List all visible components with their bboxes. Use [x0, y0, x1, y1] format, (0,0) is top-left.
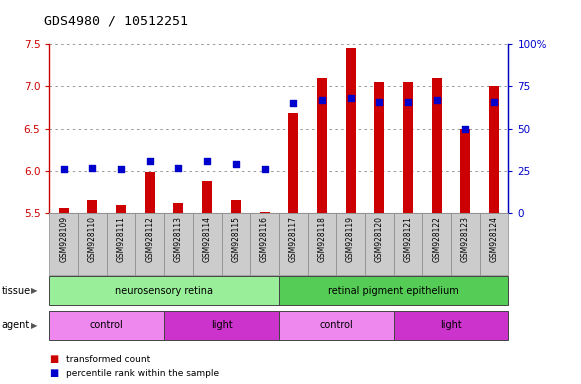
- Bar: [489, 86, 499, 213]
- Text: agent: agent: [2, 320, 30, 331]
- Text: GSM928110: GSM928110: [88, 216, 97, 262]
- Bar: [231, 200, 241, 213]
- Text: GSM928118: GSM928118: [317, 216, 327, 262]
- Bar: [174, 203, 184, 213]
- Bar: [336, 213, 365, 275]
- Text: neurosensory retina: neurosensory retina: [115, 286, 213, 296]
- Point: [461, 126, 470, 132]
- Point: [174, 164, 183, 170]
- Text: transformed count: transformed count: [66, 354, 150, 364]
- Text: GSM928121: GSM928121: [403, 216, 413, 262]
- Bar: [49, 311, 164, 340]
- Bar: [49, 276, 279, 305]
- Text: GSM928112: GSM928112: [145, 216, 155, 262]
- Text: ▶: ▶: [31, 286, 38, 295]
- Bar: [374, 82, 384, 213]
- Bar: [260, 212, 270, 213]
- Bar: [78, 213, 107, 275]
- Bar: [279, 213, 307, 275]
- Bar: [394, 213, 422, 275]
- Point: [260, 166, 269, 172]
- Point: [289, 100, 298, 106]
- Bar: [394, 311, 508, 340]
- Text: light: light: [440, 320, 462, 331]
- Text: GSM928117: GSM928117: [289, 216, 297, 262]
- Point: [489, 99, 498, 105]
- Bar: [432, 78, 442, 213]
- Bar: [107, 213, 135, 275]
- Bar: [145, 172, 155, 213]
- Point: [317, 97, 327, 103]
- Bar: [346, 48, 356, 213]
- Text: light: light: [211, 320, 232, 331]
- Text: GDS4980 / 10512251: GDS4980 / 10512251: [44, 15, 188, 28]
- Bar: [460, 129, 471, 213]
- Point: [346, 95, 355, 101]
- Text: GSM928111: GSM928111: [117, 216, 125, 262]
- Bar: [317, 78, 327, 213]
- Bar: [193, 213, 221, 275]
- Text: GSM928124: GSM928124: [490, 216, 498, 262]
- Bar: [135, 213, 164, 275]
- Text: control: control: [90, 320, 124, 331]
- Bar: [288, 113, 298, 213]
- Bar: [250, 213, 279, 275]
- Bar: [202, 181, 212, 213]
- Text: ■: ■: [49, 368, 59, 378]
- Bar: [116, 205, 126, 213]
- Text: GSM928116: GSM928116: [260, 216, 269, 262]
- Text: GSM928120: GSM928120: [375, 216, 384, 262]
- Bar: [87, 200, 98, 213]
- Bar: [164, 213, 193, 275]
- Bar: [49, 213, 78, 275]
- Text: GSM928113: GSM928113: [174, 216, 183, 262]
- Bar: [480, 213, 508, 275]
- Point: [145, 158, 155, 164]
- Bar: [164, 311, 279, 340]
- Point: [88, 164, 97, 170]
- Bar: [422, 213, 451, 275]
- Text: percentile rank within the sample: percentile rank within the sample: [66, 369, 219, 378]
- Text: GSM928115: GSM928115: [231, 216, 241, 262]
- Bar: [221, 213, 250, 275]
- Text: tissue: tissue: [2, 286, 31, 296]
- Point: [432, 97, 442, 103]
- Point: [375, 99, 384, 105]
- Text: GSM928122: GSM928122: [432, 216, 441, 262]
- Point: [231, 161, 241, 167]
- Text: retinal pigment epithelium: retinal pigment epithelium: [328, 286, 459, 296]
- Point: [59, 166, 69, 172]
- Text: ▶: ▶: [31, 321, 38, 330]
- Bar: [307, 213, 336, 275]
- Text: GSM928109: GSM928109: [59, 216, 68, 262]
- Text: ■: ■: [49, 354, 59, 364]
- Bar: [403, 82, 413, 213]
- Text: GSM928123: GSM928123: [461, 216, 470, 262]
- Bar: [59, 208, 69, 213]
- Bar: [279, 311, 394, 340]
- Text: GSM928114: GSM928114: [203, 216, 211, 262]
- Point: [116, 166, 125, 172]
- Bar: [451, 213, 480, 275]
- Text: GSM928119: GSM928119: [346, 216, 355, 262]
- Point: [203, 158, 212, 164]
- Bar: [365, 213, 394, 275]
- Text: control: control: [320, 320, 353, 331]
- Point: [403, 99, 413, 105]
- Bar: [279, 276, 508, 305]
